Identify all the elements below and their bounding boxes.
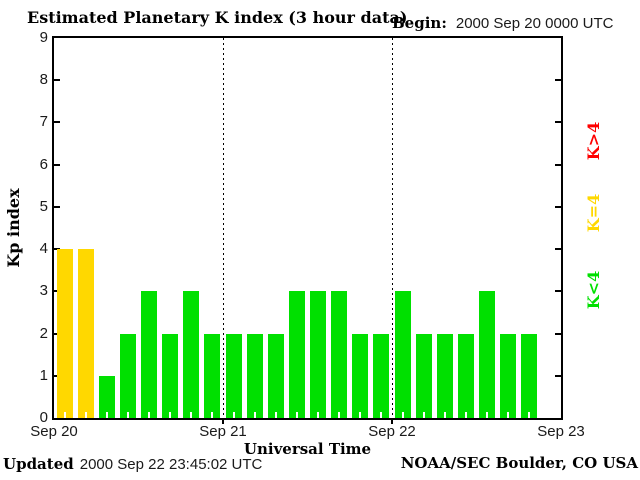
kp-bar — [352, 333, 369, 419]
legend-item-k-lt-4: K<4 — [584, 270, 603, 310]
y-tick-label: 8 — [39, 71, 48, 89]
y-axis-tick — [54, 121, 60, 124]
y-axis-tick — [54, 163, 60, 166]
y-tick-label: 3 — [39, 282, 48, 300]
x-axis-day-tick — [391, 418, 393, 424]
kp-bar — [479, 291, 496, 418]
y-axis-tick — [555, 290, 561, 293]
day-separator-line — [392, 38, 393, 418]
kp-bar — [521, 333, 538, 419]
x-tick-label: Sep 23 — [537, 423, 585, 440]
kp-bar — [225, 333, 242, 419]
kp-bar — [77, 249, 94, 418]
kp-bar — [394, 291, 411, 418]
updated-timestamp: Updated 2000 Sep 22 23:45:02 UTC — [3, 455, 262, 473]
kp-bar — [98, 375, 115, 419]
credit-text: NOAA/SEC Boulder, CO USA — [400, 454, 638, 472]
y-tick-label: 7 — [39, 113, 48, 131]
chart-title: Estimated Planetary K index (3 hour data… — [27, 8, 408, 27]
plot-inner — [54, 38, 561, 424]
kp-bar — [183, 291, 200, 418]
begin-time: Begin: 2000 Sep 20 0000 UTC — [392, 14, 613, 32]
x-axis-title: Universal Time — [243, 440, 372, 458]
y-tick-label: 0 — [39, 409, 48, 426]
kp-bar — [310, 291, 327, 418]
y-axis-tick — [54, 79, 60, 82]
kp-bar — [288, 291, 305, 418]
kp-bar — [56, 249, 73, 418]
kp-bar — [436, 333, 453, 419]
kp-bar — [373, 333, 390, 419]
y-axis-title: Kp index — [4, 188, 23, 268]
y-axis-tick — [555, 79, 561, 82]
kp-bar — [500, 333, 517, 419]
updated-label: Updated — [3, 455, 74, 473]
x-tick-label: Sep 20 — [30, 423, 78, 440]
kp-bar — [162, 333, 179, 419]
y-axis-tick — [54, 205, 60, 208]
y-axis-tick — [555, 374, 561, 377]
begin-value: 2000 Sep 20 0000 UTC — [455, 15, 614, 32]
y-axis-tick — [555, 332, 561, 335]
legend-item-k-eq-4: K=4 — [584, 193, 603, 233]
y-tick-label: 2 — [39, 324, 48, 342]
y-axis-tick — [555, 121, 561, 124]
x-axis-day-tick — [222, 418, 224, 424]
kp-bar — [267, 333, 284, 419]
day-separator-line — [223, 38, 224, 418]
updated-value: 2000 Sep 22 23:45:02 UTC — [79, 456, 263, 473]
y-axis-tick — [555, 163, 561, 166]
kp-bar — [204, 333, 221, 419]
kp-bar — [331, 291, 348, 418]
y-axis-tick — [54, 248, 60, 251]
y-tick-label: 9 — [39, 29, 48, 46]
kp-bar — [415, 333, 432, 419]
plot-area — [52, 36, 563, 424]
x-tick-label: Sep 22 — [368, 423, 416, 440]
x-tick-label: Sep 21 — [199, 423, 247, 440]
kp-bar — [246, 333, 263, 419]
begin-label: Begin: — [392, 14, 447, 32]
kp-bar — [119, 333, 136, 419]
legend-item-k-gt-4: K>4 — [584, 121, 603, 161]
y-tick-label: 6 — [39, 155, 48, 173]
y-tick-label: 4 — [39, 240, 48, 258]
y-axis-tick — [555, 248, 561, 251]
y-tick-label: 1 — [39, 366, 48, 384]
kp-bar — [141, 291, 158, 418]
y-axis-tick — [555, 205, 561, 208]
y-tick-label: 5 — [39, 197, 48, 215]
kp-bar — [457, 333, 474, 419]
